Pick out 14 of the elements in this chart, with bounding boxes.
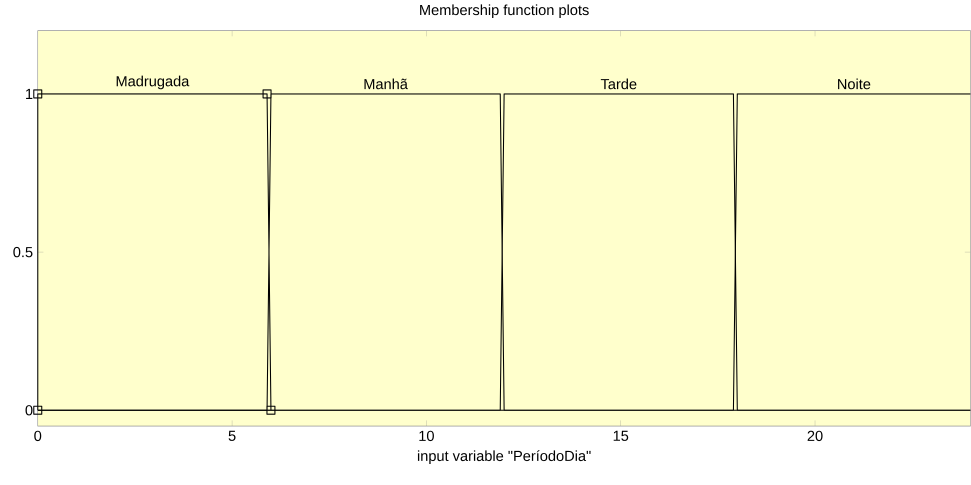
series-label: Madrugada	[116, 76, 190, 90]
y-tick-label: 0.5	[13, 247, 32, 258]
x-tick-label: 0	[34, 430, 42, 442]
chart-title: Membership function plots	[420, 4, 589, 18]
series-label: Noite	[838, 78, 870, 90]
y-tick-label: 0	[26, 405, 32, 416]
x-tick-label: 20	[808, 430, 823, 442]
x-tick-label: 15	[614, 430, 628, 442]
series-label: Tarde	[600, 78, 636, 90]
y-tick-label: 1	[26, 89, 32, 100]
x-tick-label: 10	[419, 430, 434, 442]
x-axis-title: input variable "PeríodoDia"	[418, 450, 591, 464]
x-tick-label: 5	[228, 430, 236, 442]
series-label: Manhã	[364, 78, 408, 90]
